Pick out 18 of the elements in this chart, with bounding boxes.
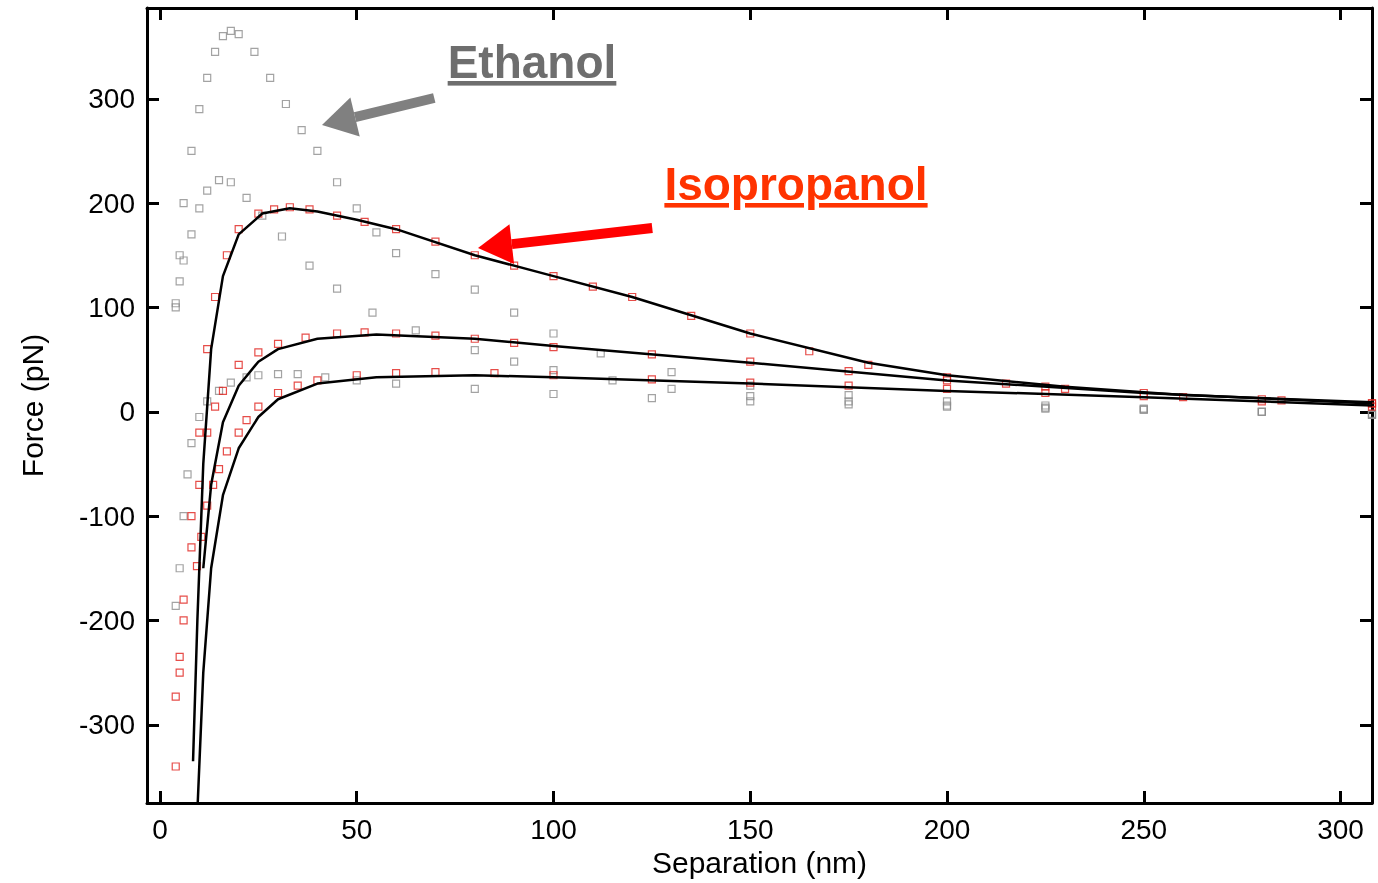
y-tick-label: 300	[88, 83, 135, 115]
x-tick-label: 250	[1120, 813, 1168, 845]
y-tick-label: -100	[78, 500, 135, 532]
annotation: Isopropanol	[664, 158, 928, 210]
y-axis-title: Force (pN)	[15, 333, 49, 478]
y-tick-label: -300	[78, 709, 135, 741]
y-tick-label: -200	[78, 604, 135, 636]
y-tick-label: 200	[88, 187, 135, 219]
x-tick-label: 100	[530, 813, 577, 845]
x-tick-label: 300	[1317, 813, 1364, 845]
x-tick-label: 200	[923, 813, 971, 845]
y-tick-label: 100	[88, 291, 135, 323]
annotation: Ethanol	[447, 36, 617, 88]
x-tick-label: 0	[152, 813, 168, 845]
x-tick-label: 50	[341, 813, 373, 845]
x-axis-title: Separation (nm)	[651, 846, 868, 880]
x-tick-label: 150	[726, 813, 774, 845]
y-tick-label: 0	[119, 396, 135, 428]
